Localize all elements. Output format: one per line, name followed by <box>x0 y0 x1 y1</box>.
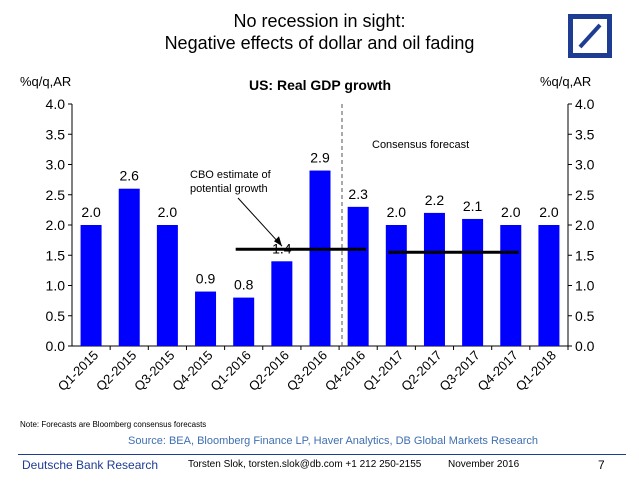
y-tick-label-left: 3.0 <box>46 157 66 173</box>
category-label: Q2-2016 <box>246 348 292 394</box>
value-label: 0.9 <box>196 271 216 287</box>
y-tick-label-left: 0.5 <box>46 308 66 324</box>
y-tick-label-left: 2.0 <box>46 217 66 233</box>
category-label: Q1-2015 <box>55 348 101 394</box>
y-tick-label-right: 1.0 <box>575 278 595 294</box>
value-label: 2.0 <box>81 204 101 220</box>
bar-q4-2016 <box>347 206 369 346</box>
y-tick-label-right: 4.0 <box>575 96 595 112</box>
value-label: 2.0 <box>387 204 407 220</box>
consensus-forecast-label: Consensus forecast <box>372 139 469 151</box>
cbo-label-line1: CBO estimate of <box>190 169 272 181</box>
category-label: Q1-2018 <box>513 348 559 394</box>
value-label: 2.1 <box>463 198 483 214</box>
y-tick-label-left: 1.5 <box>46 247 66 263</box>
value-label: 2.0 <box>501 204 521 220</box>
value-label: 2.3 <box>348 186 368 202</box>
y-tick-label-right: 3.0 <box>575 157 595 173</box>
page-number: 7 <box>598 458 605 472</box>
y-axis-label-right: %q/q,AR <box>540 74 591 89</box>
category-label: Q2-2015 <box>93 348 139 394</box>
source-text: Source: BEA, Bloomberg Finance LP, Haver… <box>128 435 539 447</box>
y-tick-label-right: 2.5 <box>575 187 595 203</box>
y-tick-label-right: 2.0 <box>575 217 595 233</box>
bar-q4-2015 <box>195 291 217 346</box>
bar-q3-2015 <box>156 225 178 346</box>
y-axis-label-left: %q/q,AR <box>20 74 71 89</box>
footer-brand: Deutsche Bank Research <box>22 458 159 472</box>
y-tick-label-right: 3.5 <box>575 126 595 142</box>
bar-q2-2017 <box>423 212 445 346</box>
chart-title: US: Real GDP growth <box>249 77 391 93</box>
bar-q2-2015 <box>118 188 140 346</box>
y-tick-label-left: 4.0 <box>46 96 66 112</box>
footer-date: November 2016 <box>448 459 520 470</box>
page-title-line2: Negative effects of dollar and oil fadin… <box>164 33 475 53</box>
y-tick-label-left: 1.0 <box>46 278 66 294</box>
value-label: 2.0 <box>158 204 178 220</box>
bar-q1-2015 <box>80 225 102 346</box>
bar-q3-2017 <box>462 218 484 346</box>
category-label: Q4-2015 <box>169 348 215 394</box>
footnote: Note: Forecasts are Bloomberg consensus … <box>20 420 207 429</box>
category-label: Q4-2017 <box>475 348 521 394</box>
y-tick-label-right: 0.5 <box>575 308 595 324</box>
category-label: Q1-2016 <box>207 348 253 394</box>
value-label: 2.2 <box>425 192 445 208</box>
y-tick-label-right: 0.0 <box>575 338 595 354</box>
y-tick-label-left: 0.0 <box>46 338 66 354</box>
footer-author: Torsten Slok, torsten.slok@db.com +1 212… <box>188 459 422 470</box>
page-title-line1: No recession in sight: <box>233 11 406 31</box>
bar-q3-2016 <box>309 170 331 346</box>
category-label: Q2-2017 <box>398 348 444 394</box>
y-tick-label-right: 1.5 <box>575 247 595 263</box>
value-label: 0.8 <box>234 277 254 293</box>
category-label: Q3-2017 <box>436 348 482 394</box>
bar-q2-2016 <box>271 261 293 346</box>
bar-q1-2016 <box>233 297 255 346</box>
category-label: Q3-2015 <box>131 348 177 394</box>
y-tick-label-left: 3.5 <box>46 126 66 142</box>
value-label: 2.9 <box>310 150 330 166</box>
value-label: 2.6 <box>119 168 139 184</box>
deutsche-bank-logo-icon <box>568 14 612 58</box>
cbo-arrow-line <box>237 197 283 247</box>
y-tick-label-left: 2.5 <box>46 187 66 203</box>
category-label: Q3-2016 <box>284 348 330 394</box>
cbo-arrow-head <box>274 236 282 247</box>
bar-q1-2017 <box>385 225 407 346</box>
bar-q1-2018 <box>538 225 560 346</box>
footer-divider <box>18 454 626 455</box>
category-label: Q1-2017 <box>360 348 406 394</box>
bar-q4-2017 <box>500 225 522 346</box>
value-label: 2.0 <box>539 204 559 220</box>
category-label: Q4-2016 <box>322 348 368 394</box>
cbo-label-line2: potential growth <box>190 183 268 195</box>
